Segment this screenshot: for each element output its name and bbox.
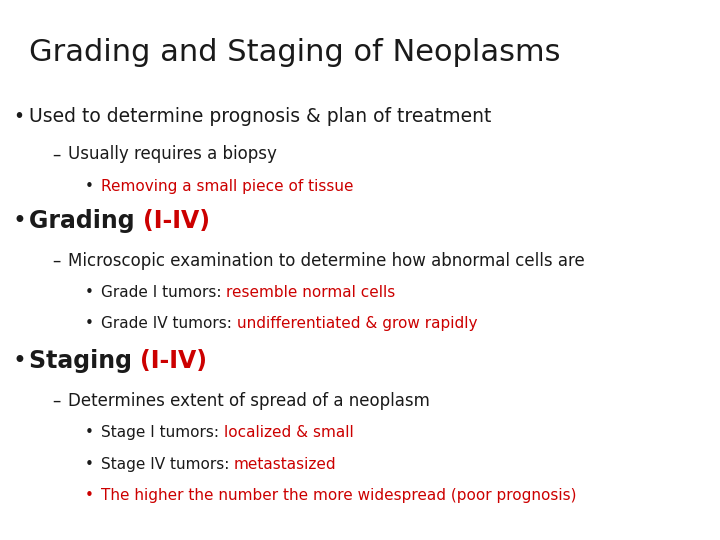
Text: •: • — [13, 349, 27, 373]
Text: Usually requires a biopsy: Usually requires a biopsy — [68, 145, 277, 163]
Text: –: – — [52, 145, 60, 163]
Text: metastasized: metastasized — [234, 457, 337, 472]
Text: Stage I tumors:: Stage I tumors: — [101, 426, 224, 441]
Text: •: • — [85, 426, 94, 441]
Text: •: • — [13, 106, 24, 125]
Text: Determines extent of spread of a neoplasm: Determines extent of spread of a neoplas… — [68, 392, 431, 410]
Text: •: • — [85, 457, 94, 472]
Text: localized & small: localized & small — [224, 426, 354, 441]
Text: The higher the number the more widespread (poor prognosis): The higher the number the more widesprea… — [101, 488, 576, 503]
Text: –: – — [52, 252, 60, 269]
Text: Used to determine prognosis & plan of treatment: Used to determine prognosis & plan of tr… — [29, 106, 491, 125]
Text: Microscopic examination to determine how abnormal cells are: Microscopic examination to determine how… — [68, 252, 585, 269]
Text: Grade IV tumors:: Grade IV tumors: — [101, 316, 237, 332]
Text: Grading and Staging of Neoplasms: Grading and Staging of Neoplasms — [29, 38, 560, 67]
Text: Grading: Grading — [29, 209, 143, 233]
Text: Stage IV tumors:: Stage IV tumors: — [101, 457, 234, 472]
Text: •: • — [85, 316, 94, 332]
Text: Removing a small piece of tissue: Removing a small piece of tissue — [101, 179, 354, 194]
Text: undifferentiated & grow rapidly: undifferentiated & grow rapidly — [237, 316, 477, 332]
Text: (I-IV): (I-IV) — [140, 349, 207, 373]
Text: •: • — [85, 488, 94, 503]
Text: Grade I tumors:: Grade I tumors: — [101, 285, 226, 300]
Text: (I-IV): (I-IV) — [143, 209, 210, 233]
Text: –: – — [52, 392, 60, 410]
Text: •: • — [85, 285, 94, 300]
Text: •: • — [13, 209, 27, 233]
Text: Staging: Staging — [29, 349, 140, 373]
Text: •: • — [85, 179, 94, 194]
Text: resemble normal cells: resemble normal cells — [226, 285, 395, 300]
